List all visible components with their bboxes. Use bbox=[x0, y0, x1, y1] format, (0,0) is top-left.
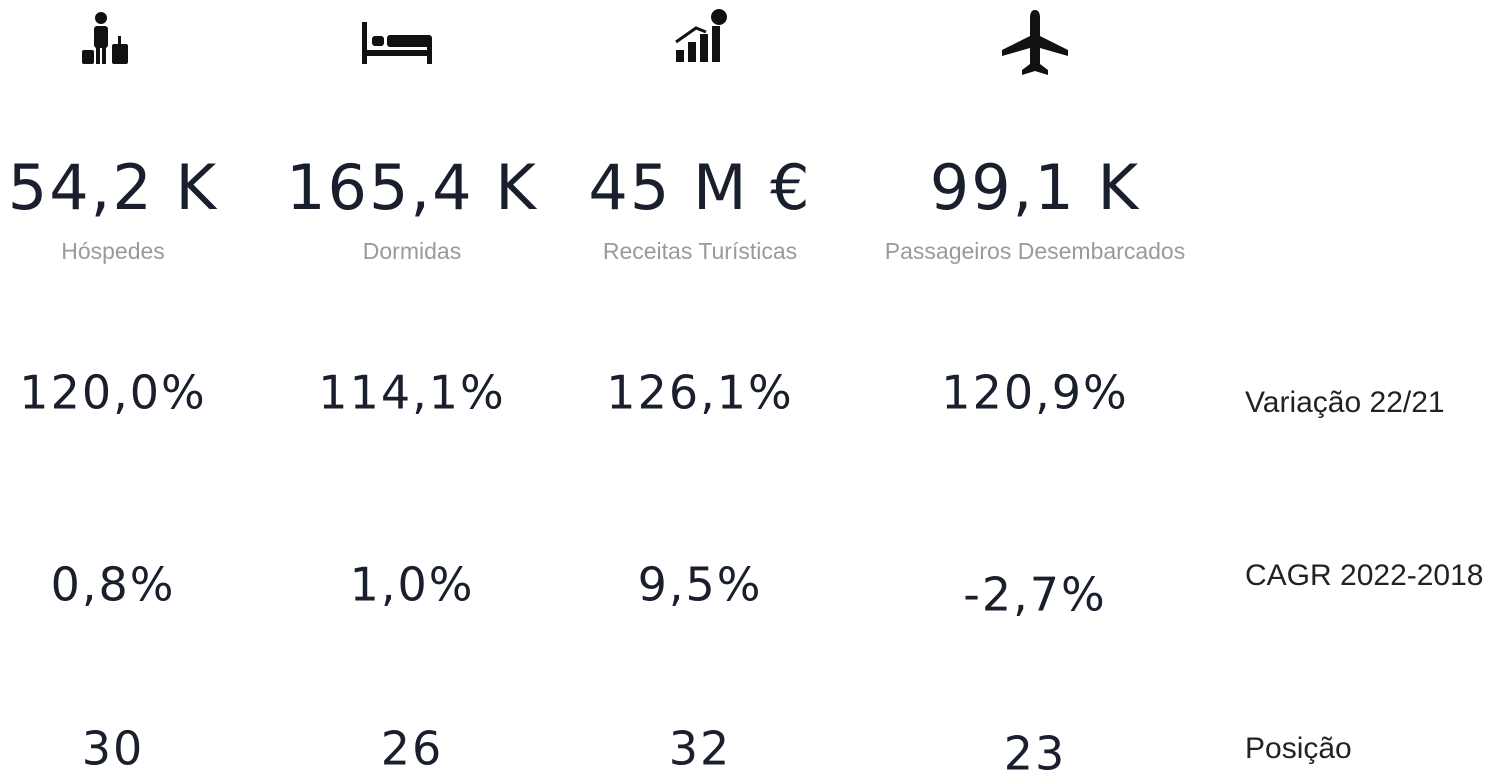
kpi-cagr: 1,0% bbox=[350, 558, 475, 612]
kpi-variation: 114,1% bbox=[318, 366, 505, 420]
kpi-label: Passageiros Desembarcados bbox=[885, 238, 1185, 264]
kpi-value: 165,4 K bbox=[286, 151, 538, 224]
kpi-label: Dormidas bbox=[363, 238, 461, 264]
icon-guest bbox=[82, 12, 128, 64]
icon-revenue bbox=[675, 9, 727, 62]
row-label: Variação 22/21 bbox=[1245, 386, 1445, 419]
kpi-cagr: 9,5% bbox=[638, 558, 763, 612]
kpi-position: 26 bbox=[381, 722, 444, 776]
kpi-position: 30 bbox=[82, 722, 145, 776]
kpi-position: 32 bbox=[669, 722, 732, 776]
icon-plane bbox=[1002, 10, 1068, 75]
kpi-cagr: -2,7% bbox=[963, 568, 1106, 622]
row-label: Posição bbox=[1245, 732, 1352, 765]
kpi-value: 54,2 K bbox=[8, 151, 218, 224]
row-label: CAGR 2022-2018 bbox=[1245, 559, 1483, 592]
kpi-value: 45 M € bbox=[588, 151, 811, 224]
kpi-variation: 126,1% bbox=[606, 366, 793, 420]
kpi-variation: 120,9% bbox=[941, 366, 1128, 420]
kpi-label: Receitas Turísticas bbox=[603, 238, 797, 264]
kpi-position: 23 bbox=[1004, 727, 1067, 778]
kpi-variation: 120,0% bbox=[19, 366, 206, 420]
kpi-cagr: 0,8% bbox=[51, 558, 176, 612]
kpi-value: 99,1 K bbox=[930, 151, 1140, 224]
icon-bed bbox=[362, 22, 432, 64]
kpi-label: Hóspedes bbox=[61, 238, 165, 264]
